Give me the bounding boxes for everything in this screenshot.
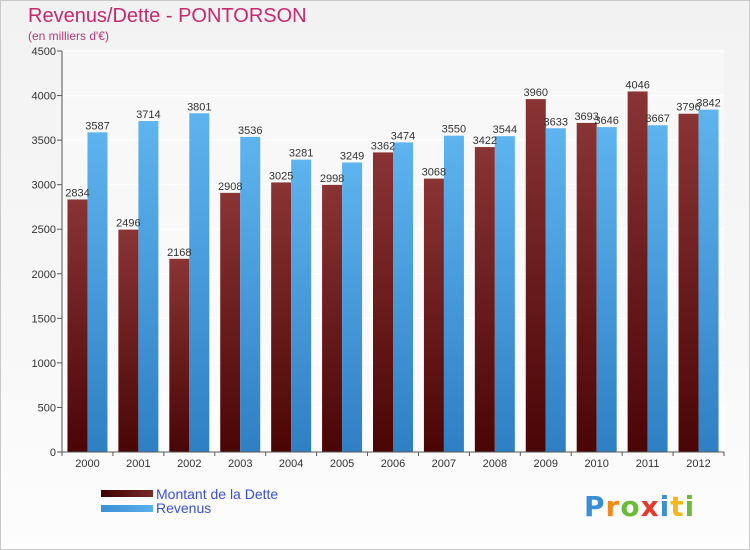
logo-letter: r (605, 490, 621, 523)
bar-revenus (189, 113, 210, 452)
bar-revenus (443, 135, 464, 452)
data-label-dette: 3960 (524, 87, 548, 99)
data-label-dette: 2908 (218, 181, 242, 193)
y-tick-label: 4000 (32, 91, 56, 103)
data-label-dette: 2168 (167, 247, 191, 259)
bar-revenus (291, 159, 312, 452)
bar-dette (118, 229, 139, 452)
bar-dette (322, 184, 343, 452)
bar-dette (474, 147, 495, 453)
x-tick-label: 2001 (126, 458, 150, 470)
data-label-dette: 3693 (574, 111, 598, 123)
logo-letter: x (640, 490, 660, 523)
bar-revenus (393, 142, 413, 453)
legend-label-revenus: Revenus (156, 500, 212, 516)
data-label-dette: 3796 (676, 102, 700, 114)
data-label-revenus: 3536 (238, 125, 262, 137)
bar-revenus (596, 127, 617, 452)
bar-dette (525, 99, 546, 453)
bar-revenus (87, 132, 108, 452)
bar-dette (627, 91, 648, 452)
data-label-dette: 2496 (116, 218, 140, 230)
data-label-revenus: 3550 (442, 124, 466, 136)
bar-dette (271, 182, 292, 452)
y-tick-label: 1500 (32, 313, 56, 325)
x-tick-label: 2011 (636, 458, 660, 470)
bar-dette (169, 258, 190, 452)
data-label-revenus: 3281 (289, 148, 313, 160)
x-tick-label: 2005 (330, 458, 354, 470)
bar-revenus (545, 128, 566, 452)
x-tick-label: 2010 (584, 458, 608, 470)
data-label-dette: 4046 (625, 79, 649, 91)
logo-letter: t (670, 490, 685, 523)
x-tick-label: 2004 (279, 458, 303, 470)
data-label-revenus: 3544 (493, 124, 517, 136)
chart-title: Revenus/Dette - PONTORSON (28, 5, 307, 27)
proxiti-logo: Proxiti (584, 490, 695, 523)
logo-letter: o (620, 490, 641, 523)
data-label-revenus: 3714 (136, 109, 160, 121)
bar-revenus (240, 136, 261, 452)
data-label-dette: 3068 (422, 167, 446, 179)
bar-dette (423, 178, 444, 452)
y-tick-label: 3500 (32, 135, 56, 147)
x-tick-label: 2006 (381, 458, 405, 470)
bar-revenus (342, 162, 363, 452)
y-tick-label: 3000 (32, 180, 56, 192)
x-tick-label: 2003 (228, 458, 252, 470)
legend-label-dette: Montant de la Dette (156, 486, 279, 502)
bar-revenus (647, 125, 668, 452)
logo-letter: i (659, 490, 671, 523)
data-label-revenus: 3646 (594, 115, 618, 127)
data-label-revenus: 3667 (645, 113, 669, 125)
legend-swatch-dette (101, 490, 153, 497)
bar-dette (678, 113, 699, 452)
chart-subtitle: (en milliers d'€) (28, 29, 109, 43)
x-tick-label: 2009 (534, 458, 558, 470)
data-label-revenus: 3633 (544, 116, 568, 128)
data-label-dette: 2998 (320, 173, 344, 185)
data-label-revenus: 3801 (187, 101, 211, 113)
data-label-revenus: 3842 (696, 98, 720, 110)
data-label-revenus: 3249 (340, 150, 364, 162)
data-label-dette: 3362 (371, 140, 395, 152)
bar-dette (373, 152, 393, 452)
x-tick-label: 2012 (686, 458, 710, 470)
bar-revenus (138, 121, 159, 453)
logo-letter: i (684, 490, 696, 523)
x-tick-label: 2000 (75, 458, 99, 470)
y-tick-label: 4500 (32, 46, 56, 58)
x-tick-label: 2007 (432, 458, 456, 470)
bar-dette (576, 122, 597, 453)
y-tick-label: 2500 (32, 224, 56, 236)
y-tick-label: 0 (50, 447, 56, 459)
data-label-dette: 3025 (269, 170, 293, 182)
x-tick-label: 2002 (177, 458, 201, 470)
bar-revenus (494, 136, 515, 452)
bar-dette (220, 192, 241, 453)
y-tick-label: 2000 (32, 269, 56, 281)
y-tick-label: 500 (38, 402, 56, 414)
bar-revenus (698, 109, 719, 453)
data-label-dette: 3422 (473, 135, 497, 147)
data-label-revenus: 3474 (391, 130, 415, 142)
x-tick-label: 2008 (483, 458, 507, 470)
y-tick-label: 1000 (32, 358, 56, 370)
data-label-revenus: 3587 (85, 120, 109, 132)
logo-letter: P (584, 490, 606, 523)
bar-dette (67, 199, 88, 452)
legend-swatch-revenus (101, 505, 153, 512)
data-label-dette: 2834 (65, 187, 89, 199)
